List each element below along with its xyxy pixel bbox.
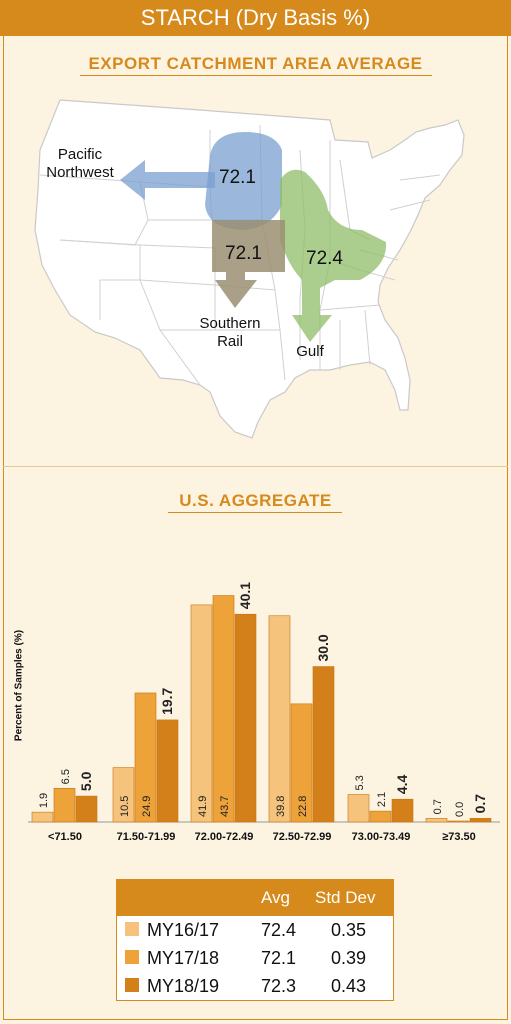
section-divider — [3, 466, 508, 467]
bar — [112, 767, 135, 823]
bar — [425, 818, 448, 823]
southern-rail-value: 72.1 — [225, 243, 262, 264]
data-label: 6.5 — [60, 769, 72, 784]
bar — [134, 692, 157, 823]
southern-rail-region — [212, 220, 285, 308]
bar — [469, 818, 492, 823]
stats-row-label: MY18/19 — [147, 976, 220, 996]
stats-row-std: 0.39 — [331, 948, 367, 968]
bar — [447, 820, 470, 823]
starch-distribution-chart: 1.9 6.5 5.0 <71.50 10.5 24.9 19.7 71.50-71.99 41… — [28, 582, 500, 843]
map-title-rule — [80, 75, 432, 76]
bar — [312, 666, 335, 823]
map-section-title: EXPORT CATCHMENT AREA AVERAGE — [88, 54, 423, 73]
gulf-label: Gulf — [296, 343, 324, 360]
x-tick-label: 72.50-72.99 — [273, 831, 332, 843]
bar — [190, 604, 213, 823]
data-label: 24.9 — [141, 796, 153, 817]
x-tick-label: 71.50-71.99 — [117, 831, 176, 843]
data-label: 0.7 — [472, 794, 488, 814]
data-label: 1.9 — [38, 793, 50, 808]
x-tick-label: <71.50 — [48, 831, 82, 843]
aggregate-section-title: U.S. AGGREGATE — [179, 491, 332, 510]
aggregate-title-rule — [168, 512, 342, 513]
data-label: 43.7 — [219, 796, 231, 817]
bar — [75, 795, 98, 823]
page-title: STARCH (Dry Basis %) — [140, 5, 371, 30]
stats-row-avg: 72.1 — [261, 948, 297, 968]
data-label: 4.4 — [394, 775, 410, 795]
data-label: 10.5 — [119, 796, 131, 817]
legend-swatch — [125, 922, 139, 936]
gulf-value: 72.4 — [306, 248, 343, 269]
data-label: 0.0 — [454, 802, 466, 817]
pnw-arrow — [120, 160, 215, 200]
bar — [53, 788, 76, 823]
stats-row-label: MY16/17 — [147, 920, 220, 940]
stats-row: MY18/19 72.3 0.43 — [117, 972, 393, 1000]
bar — [234, 613, 257, 823]
gulf-region — [280, 169, 387, 342]
data-label: 19.7 — [159, 687, 175, 714]
std-header: Std Dev — [315, 888, 376, 907]
content-frame — [3, 36, 508, 1020]
stats-row-label: MY17/18 — [147, 948, 220, 968]
legend-swatch — [125, 950, 139, 964]
stats-row-std: 0.43 — [331, 976, 367, 996]
bar — [156, 719, 179, 823]
data-label: 2.1 — [376, 792, 388, 807]
us-map — [34, 99, 465, 439]
data-label: 40.1 — [237, 582, 253, 609]
stats-row-std: 0.35 — [331, 920, 367, 940]
stats-row: MY16/17 72.4 0.35 — [117, 916, 393, 944]
x-tick-label: 73.00-73.49 — [352, 831, 411, 843]
data-label: 0.7 — [432, 799, 444, 814]
page-header: STARCH (Dry Basis %) — [0, 0, 511, 36]
bar — [290, 703, 313, 823]
data-label: 39.8 — [275, 796, 287, 817]
data-label: 5.0 — [78, 771, 94, 791]
bar — [369, 810, 392, 823]
bar — [212, 595, 235, 823]
bar — [268, 615, 291, 823]
bar — [391, 798, 414, 823]
pnw-region — [205, 132, 282, 230]
bar — [347, 794, 370, 823]
data-label: 30.0 — [315, 634, 331, 661]
legend-swatch — [125, 978, 139, 992]
x-tick-label: ≥73.50 — [442, 831, 476, 843]
data-label: 5.3 — [354, 775, 366, 790]
stats-table: Avg Std Dev MY16/17 72.4 0.35 MY17/18 72… — [116, 879, 394, 1001]
pnw-value: 72.1 — [219, 167, 256, 188]
stats-row-avg: 72.4 — [261, 920, 297, 940]
pnw-label: Pacific Northwest — [46, 146, 114, 181]
stats-header-row: Avg Std Dev — [117, 880, 393, 916]
stats-row-avg: 72.3 — [261, 976, 297, 996]
stats-row: MY17/18 72.1 0.39 — [117, 944, 393, 972]
data-label: 41.9 — [197, 796, 209, 817]
bar — [31, 811, 54, 823]
southern-rail-label: Southern Rail — [199, 315, 261, 350]
avg-header: Avg — [261, 888, 290, 907]
x-tick-label: 72.00-72.49 — [195, 831, 254, 843]
data-label: 22.8 — [297, 796, 309, 817]
